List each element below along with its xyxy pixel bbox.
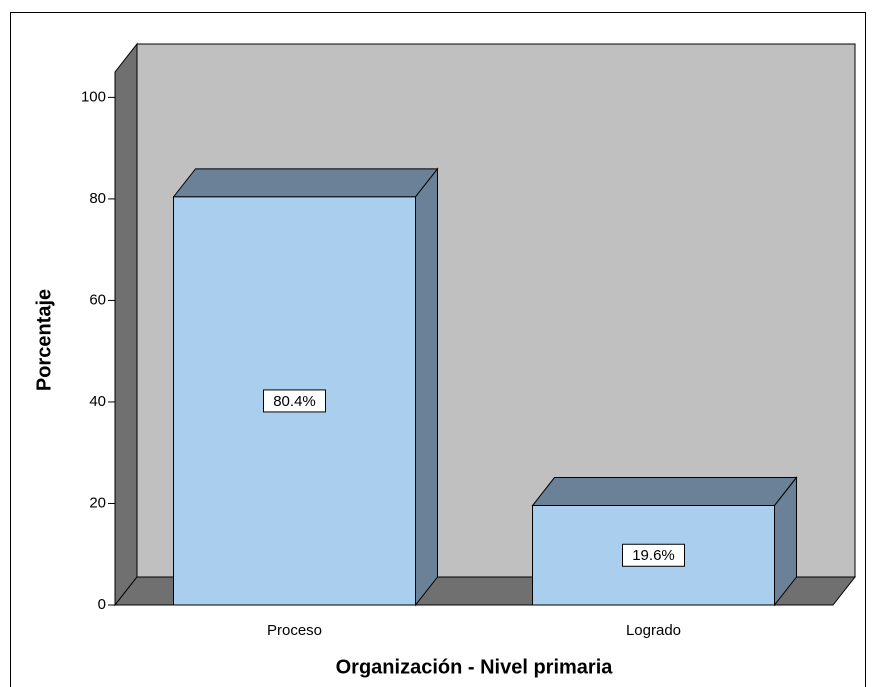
x-tick-label: Logrado xyxy=(626,622,681,639)
x-axis-title: Organización - Nivel primaria xyxy=(336,656,614,678)
value-label: 80.4% xyxy=(273,393,316,410)
y-axis-title: Porcentaje xyxy=(33,289,55,391)
y-tick-label: 40 xyxy=(89,393,106,410)
y-tick-label: 60 xyxy=(89,291,106,308)
y-tick-label: 80 xyxy=(89,190,106,207)
bar-side xyxy=(415,167,438,607)
y-tick-label: 0 xyxy=(98,596,106,613)
y-tick-label: 100 xyxy=(81,88,106,105)
value-label: 19.6% xyxy=(632,547,675,564)
value-label-box xyxy=(622,543,685,567)
bar-top xyxy=(531,477,798,507)
side-wall xyxy=(114,42,138,607)
bar-top xyxy=(172,168,439,198)
x-tick-label: Proceso xyxy=(267,622,322,639)
y-tick-label: 20 xyxy=(89,494,106,511)
value-label-box xyxy=(263,389,326,413)
